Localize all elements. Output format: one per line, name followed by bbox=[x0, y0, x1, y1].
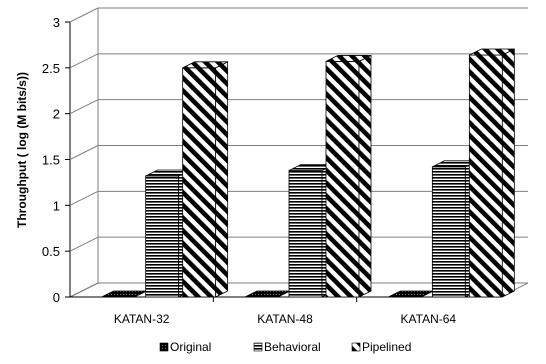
y-axis-label: Throughput ( log (M bits/s)) bbox=[15, 72, 29, 228]
bar bbox=[101, 290, 147, 298]
bar-front bbox=[182, 67, 217, 298]
bar bbox=[388, 290, 434, 298]
legend-swatch bbox=[351, 342, 361, 352]
bar-top bbox=[469, 48, 515, 56]
bar-front bbox=[325, 61, 360, 298]
bar-front bbox=[431, 166, 466, 298]
legend-item: Original bbox=[159, 340, 211, 354]
bars bbox=[101, 48, 515, 302]
legend-label: Pipelined bbox=[362, 340, 411, 354]
y-tick-label: 1 bbox=[53, 198, 60, 213]
bar-top bbox=[388, 290, 434, 298]
bar-side bbox=[501, 48, 515, 298]
gridline-side bbox=[69, 53, 99, 69]
gridline-side bbox=[69, 145, 99, 160]
x-category-label: KATAN-32 bbox=[114, 312, 170, 326]
x-category-label: KATAN-48 bbox=[257, 312, 313, 326]
y-tick-label: 2.5 bbox=[42, 61, 60, 76]
bar bbox=[244, 290, 291, 298]
legend: Original Behavioral Pipelined bbox=[159, 340, 411, 354]
bar bbox=[325, 54, 372, 298]
y-tick-label: 3 bbox=[53, 15, 60, 30]
legend-swatch bbox=[159, 342, 169, 352]
gridline-side bbox=[69, 7, 99, 23]
x-category-label: KATAN-64 bbox=[401, 312, 457, 326]
bar-top bbox=[101, 290, 147, 298]
bar-front bbox=[468, 54, 503, 298]
legend-item: Behavioral bbox=[253, 340, 321, 354]
bar-top bbox=[182, 61, 228, 69]
gridline-side bbox=[69, 190, 99, 206]
bar-side bbox=[215, 61, 229, 298]
y-tick-label: 0 bbox=[53, 290, 60, 305]
bar-front bbox=[145, 175, 180, 298]
y-tick-label: 2 bbox=[53, 107, 60, 122]
bar bbox=[468, 48, 515, 298]
legend-label: Original bbox=[170, 340, 211, 354]
bar-front bbox=[288, 170, 323, 298]
gridline-side bbox=[69, 99, 99, 115]
y-tick-label: 0.5 bbox=[42, 244, 60, 259]
x-axis-categories: KATAN-32 KATAN-48 KATAN-64 bbox=[114, 312, 457, 326]
legend-label: Behavioral bbox=[264, 340, 321, 354]
bar-top bbox=[244, 290, 291, 298]
bar-side bbox=[358, 54, 372, 298]
legend-item: Pipelined bbox=[351, 340, 411, 354]
bar bbox=[182, 61, 229, 298]
bar-top bbox=[325, 55, 372, 62]
y-tick-label: 1.5 bbox=[42, 153, 60, 168]
legend-swatch bbox=[253, 342, 263, 352]
gridline-side bbox=[69, 236, 99, 252]
y-axis-ticks: 0 0.5 1 1.5 2 2.5 3 bbox=[42, 15, 70, 305]
